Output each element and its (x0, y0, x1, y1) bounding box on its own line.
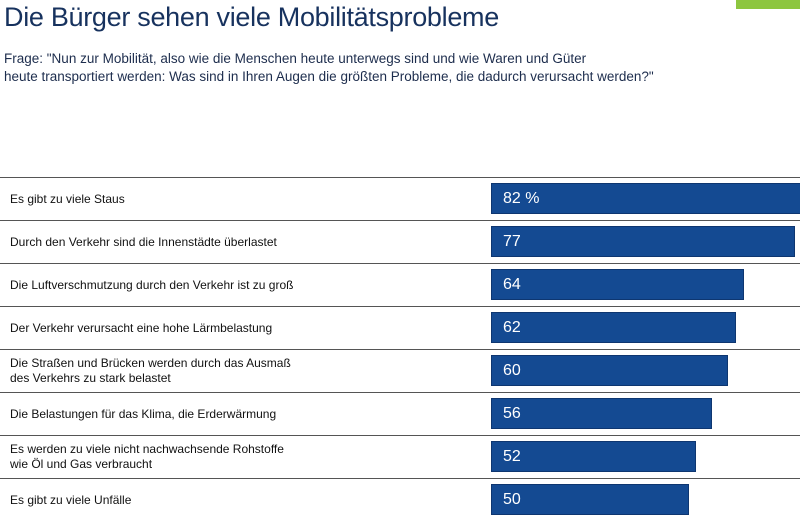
category-label: Die Belastungen für das Klima, die Erder… (10, 393, 480, 435)
category-label-line: des Verkehrs zu stark belastet (10, 371, 171, 385)
chart-row: Der Verkehr verursacht eine hohe Lärmbel… (0, 306, 800, 349)
value-label: 64 (503, 276, 521, 293)
bar: 60 (491, 355, 728, 386)
chart-row: Durch den Verkehr sind die Innenstädte ü… (0, 220, 800, 263)
value-label: 82 % (503, 190, 540, 207)
question-text: Frage: "Nun zur Mobilität, also wie die … (4, 50, 654, 86)
bar-chart: Es gibt zu viele Staus 82 % Durch den Verk… (0, 177, 800, 521)
category-label: Es gibt zu viele Unfälle (10, 479, 480, 521)
category-label-line: Es gibt zu viele Staus (10, 191, 125, 206)
chart-row: Es gibt zu viele Staus 82 % (0, 177, 800, 220)
category-label-line: wie Öl und Gas verbraucht (10, 457, 153, 471)
bar: 62 (491, 312, 736, 343)
chart-row: Die Luftverschmutzung durch den Verkehr … (0, 263, 800, 306)
bar: 77 (491, 226, 796, 257)
chart-title: Die Bürger sehen viele Mobilitätsproblem… (4, 2, 499, 32)
chart-row: Die Belastungen für das Klima, die Erder… (0, 392, 800, 435)
bar: 50 (491, 484, 689, 515)
bar: 52 (491, 441, 697, 472)
value-label: 62 (503, 319, 521, 336)
value-label: 50 (503, 491, 521, 508)
accent-bar (736, 0, 800, 9)
bar: 82 % (491, 183, 800, 214)
category-label-line: Durch den Verkehr sind die Innenstädte ü… (10, 234, 277, 249)
value-label: 56 (503, 405, 521, 422)
category-label-line: Die Straßen und Brücken werden durch das… (10, 356, 291, 370)
question-line-1: Frage: "Nun zur Mobilität, also wie die … (4, 51, 587, 66)
bar: 64 (491, 269, 744, 300)
category-label-line: Die Luftverschmutzung durch den Verkehr … (10, 277, 294, 292)
category-label: Durch den Verkehr sind die Innenstädte ü… (10, 221, 480, 263)
value-label: 52 (503, 448, 521, 465)
chart-row: Die Straßen und Brücken werden durch das… (0, 349, 800, 392)
category-label-line: Es werden zu viele nicht nachwachsende R… (10, 442, 284, 456)
category-label: Es gibt zu viele Staus (10, 178, 480, 220)
chart-row: Es gibt zu viele Unfälle 50 (0, 478, 800, 521)
category-label-line: Der Verkehr verursacht eine hohe Lärmbel… (10, 320, 273, 335)
value-label: 77 (503, 233, 521, 250)
value-label: 60 (503, 362, 521, 379)
bar: 56 (491, 398, 713, 429)
category-label-line: Die Belastungen für das Klima, die Erder… (10, 406, 277, 421)
category-label: Es werden zu viele nicht nachwachsende R… (10, 436, 480, 478)
category-label: Die Straßen und Brücken werden durch das… (10, 350, 480, 392)
category-label: Der Verkehr verursacht eine hohe Lärmbel… (10, 307, 480, 349)
question-line-2: heute transportiert werden: Was sind in … (4, 69, 654, 84)
chart-row: Es werden zu viele nicht nachwachsende R… (0, 435, 800, 478)
category-label-line: Es gibt zu viele Unfälle (10, 492, 132, 507)
category-label: Die Luftverschmutzung durch den Verkehr … (10, 264, 480, 306)
